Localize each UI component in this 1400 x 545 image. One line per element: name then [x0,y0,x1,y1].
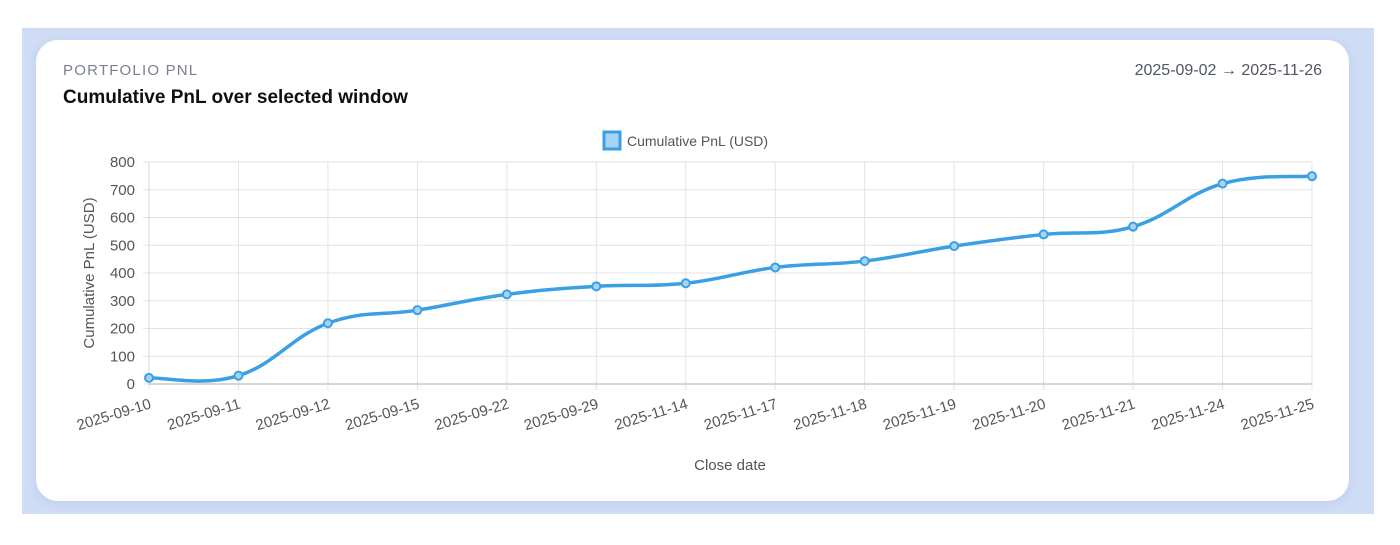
y-tick-label: 300 [110,293,135,310]
x-tick-label: 2025-09-11 [165,396,242,434]
data-point[interactable] [1307,171,1317,182]
chart-axes [148,162,1312,385]
x-tick-label: 2025-11-20 [970,396,1047,434]
data-point[interactable] [770,262,781,273]
y-tick-label: 500 [110,237,135,254]
x-axis-title: Close date [694,457,766,474]
x-tick-label: 2025-09-15 [343,396,421,435]
x-tick-label: 2025-09-10 [75,396,153,435]
y-axis-ticks: 0 100 200 300 400 500 600 700 800 [110,154,135,393]
y-axis-title: Cumulative PnL (USD) [81,197,98,348]
series-line [147,174,1314,383]
pnl-card: PORTFOLIO PNL Cumulative PnL over select… [36,40,1349,501]
x-tick-label: 2025-11-17 [702,396,779,434]
legend-label[interactable]: Cumulative PnL (USD) [627,133,768,149]
y-tick-label: 700 [110,182,135,199]
data-point[interactable] [680,278,691,289]
x-tick-label: 2025-11-18 [792,396,869,434]
data-point[interactable] [144,372,154,383]
y-tick-label: 100 [110,348,135,365]
card-eyebrow: PORTFOLIO PNL [63,62,199,79]
data-point[interactable] [949,241,960,252]
series-points [144,171,1317,383]
data-point[interactable] [322,318,333,329]
x-tick-label: 2025-09-29 [522,396,600,435]
data-point[interactable] [859,256,870,267]
y-tick-label: 600 [110,210,135,227]
data-point[interactable] [1128,221,1139,232]
x-tick-label: 2025-09-22 [433,396,511,435]
x-tick-label: 2025-11-14 [613,396,690,434]
y-tick-label: 400 [110,265,135,282]
data-point[interactable] [1038,229,1049,240]
data-point[interactable] [412,305,423,316]
y-tick-label: 800 [110,154,135,171]
card-title: Cumulative PnL over selected window [63,87,408,108]
data-point[interactable] [501,289,512,300]
data-point[interactable] [233,370,244,381]
date-range: 2025-09-02 → 2025-11-26 [1134,62,1322,79]
data-point[interactable] [1217,178,1228,189]
legend-swatch[interactable] [602,130,622,151]
data-point[interactable] [591,281,602,292]
x-tick-label: 2025-11-21 [1060,396,1137,434]
x-tick-label: 2025-11-24 [1149,396,1226,434]
x-tick-label: 2025-11-25 [1239,396,1316,434]
x-tick-label: 2025-09-12 [254,396,332,435]
x-tick-label: 2025-11-19 [881,396,958,434]
y-tick-label: 200 [110,321,135,338]
y-tick-label: 0 [127,376,135,393]
chart-legend[interactable]: Cumulative PnL (USD) [602,130,768,151]
x-axis-ticks: 2025-09-10 2025-09-11 2025-09-12 2025-09-15… [75,396,1316,435]
